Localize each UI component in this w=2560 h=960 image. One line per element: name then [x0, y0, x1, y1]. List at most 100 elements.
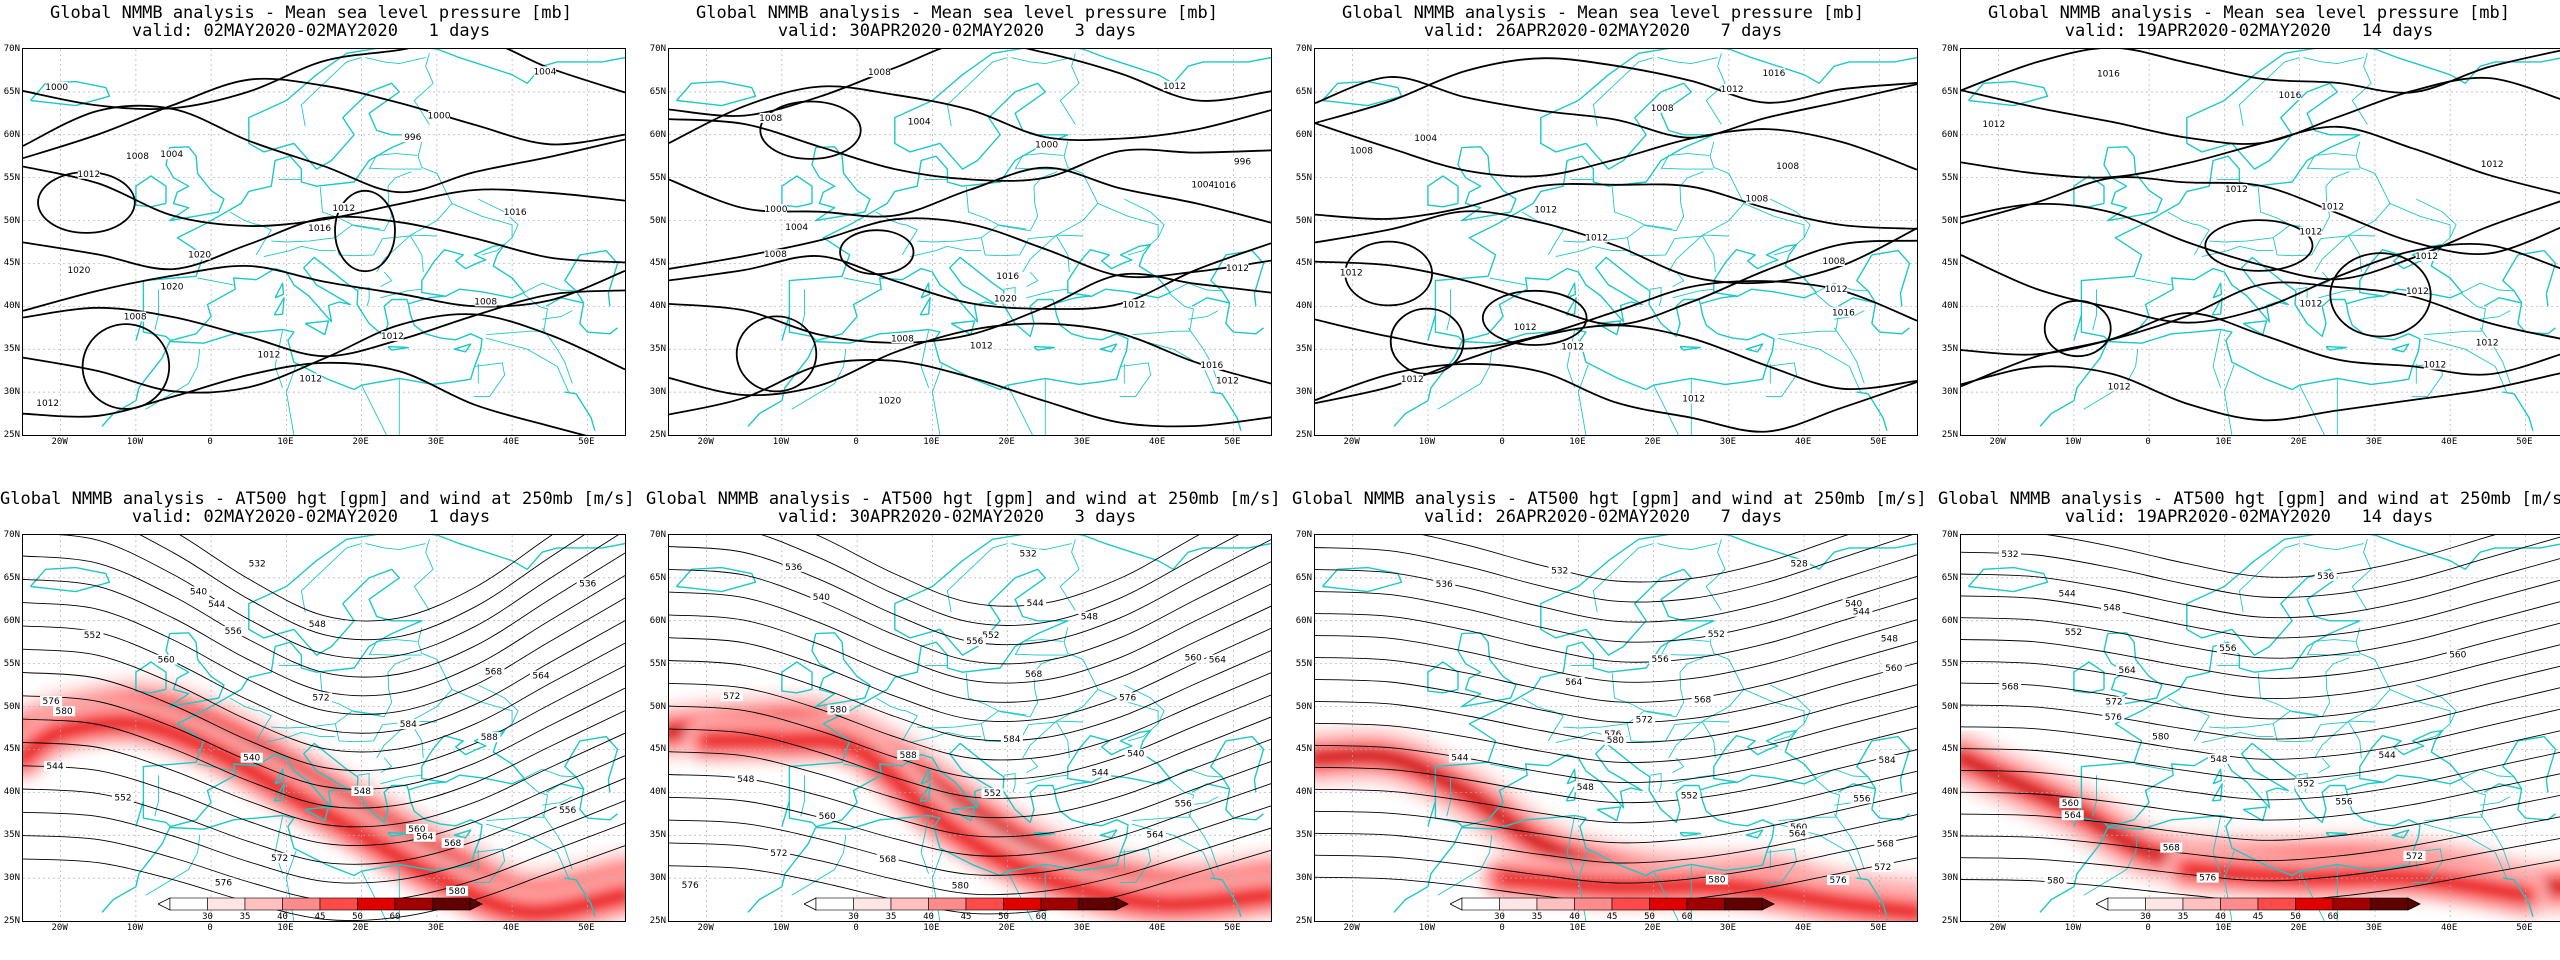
longitude-label: 40E — [1794, 437, 1812, 447]
latitude-label: 65N — [649, 86, 666, 97]
contour-label: 580 — [952, 882, 969, 892]
latitude-label: 40N — [3, 301, 20, 312]
longitude-label: 10E — [2215, 923, 2232, 933]
contour-label: 1012 — [1585, 234, 1608, 244]
map-panel-3: Global NMMB analysis - Mean sea level pr… — [1292, 0, 1918, 470]
longitude-label: 20W — [697, 437, 714, 447]
latitude-label: 40N — [649, 301, 666, 312]
map-area: 532 536 540 544 548 552 556 560 564 568 572 576 580 5… — [22, 534, 626, 922]
contour-label: 580 — [56, 707, 73, 717]
coastlines — [29, 535, 625, 917]
latitude-label: 40N — [3, 787, 20, 798]
contour-label: 1000 — [428, 112, 451, 122]
longitude-label: 10E — [277, 437, 294, 447]
longitude-label: 50E — [1224, 923, 1241, 933]
contour-label: 564 — [2064, 811, 2081, 821]
contour-label: 1012 — [2476, 339, 2499, 349]
contour-label: 1004 — [1414, 134, 1437, 144]
height-contours — [669, 535, 1271, 915]
contour-label: 536 — [1436, 580, 1453, 590]
contour-label: 568 — [485, 667, 502, 677]
contour-label: 560 — [1790, 823, 1807, 833]
panel-title: Global NMMB analysis - AT500 hgt [gpm] a… — [0, 489, 635, 509]
colorbar-label: 50 — [2290, 912, 2301, 922]
longitude-label: 20W — [51, 923, 68, 933]
longitude-label: 40E — [2440, 923, 2458, 933]
contour-label: 532 — [1020, 550, 1037, 560]
panel-valid-period: valid: 30APR2020-02MAY2020 3 days — [777, 21, 1137, 41]
latitude-label: 45N — [1941, 744, 1958, 755]
longitude-label: 50E — [1870, 923, 1887, 933]
latitude-label: 50N — [1295, 701, 1312, 712]
panel-valid-period: valid: 19APR2020-02MAY2020 14 days — [2064, 21, 2434, 41]
contour-label: 544 — [1451, 754, 1468, 764]
panel-valid-period: valid: 02MAY2020-02MAY2020 1 days — [131, 507, 491, 527]
colorbar-label: 30 — [848, 912, 859, 922]
colorbar-label: 45 — [960, 912, 972, 922]
contour-label: 1016 — [996, 272, 1019, 282]
latitude-label: 25N — [649, 916, 666, 926]
contour-label: 552 — [2297, 780, 2314, 790]
contour-label: 1004 — [160, 150, 183, 160]
longitude-label: 50E — [1870, 437, 1887, 447]
contour-label: 544 — [208, 600, 225, 610]
longitude-label: 40E — [1148, 923, 1166, 933]
longitude-label: 20E — [2290, 923, 2307, 933]
map-area: 5285325365405445485525565605645685725765… — [1314, 534, 1918, 922]
contour-label: 1012 — [1216, 376, 1239, 386]
colorbar-label: 45 — [1606, 912, 1618, 922]
latitude-label: 55N — [1941, 658, 1958, 669]
latitude-label: 50N — [1941, 215, 1958, 226]
latitude-label: 40N — [1941, 301, 1958, 312]
longitude-label: 40E — [1148, 437, 1166, 447]
longitude-label: 10E — [923, 437, 940, 447]
latitude-label: 50N — [1295, 215, 1312, 226]
longitude-label: 40E — [1794, 923, 1812, 933]
latitude-label: 30N — [3, 387, 20, 398]
latitude-label: 50N — [1941, 701, 1958, 712]
contour-label: 1012 — [970, 341, 993, 351]
contour-label: 556 — [225, 627, 242, 637]
contour-label: 572 — [2406, 852, 2423, 862]
contour-label: 536 — [2317, 572, 2334, 582]
contour-label: 540 — [243, 754, 260, 764]
latitude-label: 30N — [1941, 873, 1958, 884]
contour-label: 572 — [1874, 863, 1891, 873]
longitude-label: 50E — [2516, 923, 2533, 933]
contour-label: 556 — [2219, 644, 2236, 654]
colorbar-label: 50 — [998, 912, 1009, 922]
longitude-label: 50E — [2516, 437, 2533, 447]
contour-label: 576 — [682, 881, 699, 891]
contour-label: 1000 — [765, 205, 788, 215]
longitude-label: 0 — [2145, 437, 2151, 447]
contour-label: 548 — [737, 775, 754, 785]
panel-valid-period: valid: 19APR2020-02MAY2020 14 days — [2064, 507, 2434, 527]
contour-label: 544 — [46, 762, 63, 772]
coastlines — [675, 49, 1271, 431]
contour-label: 572 — [770, 849, 787, 859]
longitude-label: 20E — [998, 437, 1015, 447]
contour-label: 560 — [158, 656, 175, 666]
contour-label: 1020 — [188, 251, 211, 261]
latitude-label: 60N — [1941, 615, 1958, 626]
latitude-label: 70N — [1295, 44, 1312, 54]
longitude-label: 10E — [1569, 923, 1586, 933]
longitude-label: 20E — [1644, 923, 1661, 933]
colorbar-label: 60 — [1681, 912, 1693, 922]
latitude-label: 60N — [3, 615, 20, 626]
contour-label: 584 — [1879, 756, 1896, 766]
colorbar-label: 60 — [1035, 912, 1047, 922]
latitude-label: 70N — [3, 530, 20, 540]
contour-label: 1004 — [908, 118, 931, 128]
contour-label: 564 — [1209, 656, 1226, 666]
panel-title: Global NMMB analysis - Mean sea level pr… — [50, 3, 572, 23]
longitude-label: 40E — [502, 437, 520, 447]
contour-label: 1012 — [1340, 269, 1363, 279]
panel-title: Global NMMB analysis - AT500 hgt [gpm] a… — [646, 489, 1281, 509]
contour-label: 1012 — [1721, 85, 1744, 95]
contour-label: 564 — [1565, 678, 1582, 688]
longitude-label: 30E — [427, 437, 444, 447]
latitude-label: 60N — [649, 615, 666, 626]
contour-label: 1012 — [2415, 252, 2438, 262]
